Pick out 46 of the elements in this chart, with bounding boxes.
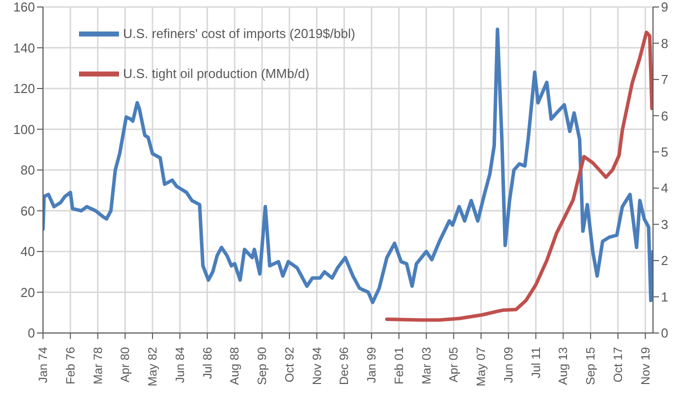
y2-tick-label: 0 [661,326,668,341]
y-tick-label: 40 [20,244,35,260]
line-series [43,28,653,304]
x-tick-label: Sep 15 [584,346,598,386]
y2-tick-label: 7 [661,72,668,88]
x-tick-label: Feb 76 [63,346,78,384]
x-tick-label: Dec 96 [337,346,352,386]
x-tick-label: Feb 01 [392,346,406,384]
y-tick-label: 60 [20,203,35,218]
x-tick-label: Nov 19 [638,346,652,386]
y2-tick-label: 6 [661,108,668,124]
x-tick-label: Mar 03 [419,346,434,384]
y2-tick-label: 1 [661,289,668,304]
x-tick-label: Aug 13 [556,346,570,386]
x-tick-label: Jul 86 [200,346,214,380]
y-tick-label: 100 [13,122,35,137]
y2-tick-label: 2 [661,253,668,268]
x-tick-label: Aug 88 [228,346,242,386]
legend-label: U.S. tight oil production (MMb/d) [123,66,310,82]
y-tick-label: 140 [13,40,35,56]
x-tick-label: Oct 92 [282,346,296,382]
line-series [385,30,653,322]
x-tick-label: Jan 99 [364,346,379,384]
x-tick-label: Nov 94 [310,346,324,386]
y-tick-label: 20 [20,284,35,300]
y2-tick-label: 4 [661,180,668,196]
y2-tick-label: 8 [661,36,668,51]
y-tick-label: 0 [28,326,35,341]
x-tick-label: Sep 90 [255,346,270,386]
x-tick-label: Jun 09 [501,346,516,384]
y-tick-label: 160 [13,0,35,15]
y-tick-label: 80 [20,162,35,178]
legend-label: U.S. refiners' cost of imports (2019$/bbl) [123,26,356,42]
y2-tick-label: 9 [661,0,668,15]
x-tick-label: Jan 74 [36,346,50,384]
x-tick-label: Apr 05 [446,346,461,382]
x-tick-label: Oct 17 [610,346,625,382]
x-tick-label: May 82 [146,346,160,386]
x-tick-label: Jul 11 [528,346,543,378]
x-tick-label: Jun 84 [172,346,187,384]
x-tick-label: Apr 80 [118,346,132,382]
x-tick-label: May 07 [474,346,488,386]
y2-tick-label: 3 [661,216,668,232]
y-tick-label: 120 [13,81,35,96]
y2-tick-label: 5 [661,144,668,160]
x-tick-label: Mar 78 [90,346,105,384]
